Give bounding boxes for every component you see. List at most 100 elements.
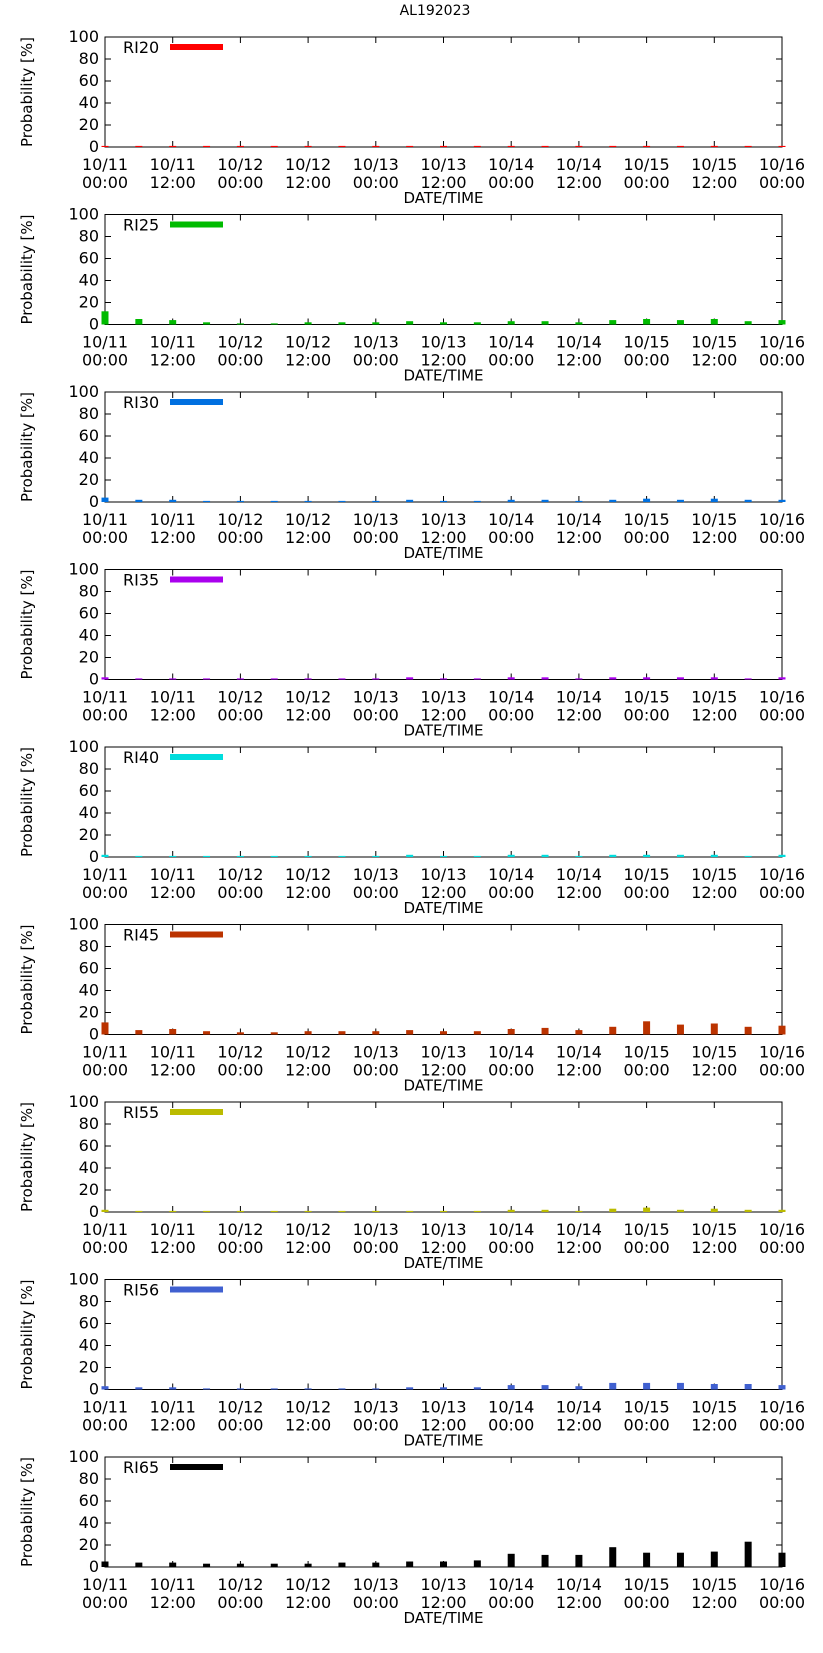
x-tick-label-time: 12:00	[150, 1238, 196, 1257]
data-bar	[778, 1025, 786, 1035]
data-bar	[338, 1210, 346, 1212]
data-bar	[609, 677, 617, 680]
x-tick-label-time: 12:00	[556, 528, 602, 547]
y-tick-label: 80	[79, 582, 99, 601]
x-tick-label-time: 12:00	[556, 706, 602, 725]
legend-swatch	[170, 221, 223, 228]
data-bar	[169, 678, 177, 680]
data-bar	[778, 499, 786, 502]
x-tick-label-date: 10/13	[420, 1220, 466, 1239]
x-tick-label-date: 10/15	[624, 333, 670, 352]
x-tick-label-time: 12:00	[556, 883, 602, 902]
data-bar	[507, 1209, 515, 1212]
x-tick-label-date: 10/15	[624, 688, 670, 707]
data-bar	[135, 855, 143, 857]
data-bar	[744, 1026, 752, 1035]
y-tick-label: 80	[79, 1292, 99, 1311]
x-axis-label: DATE/TIME	[403, 1432, 483, 1450]
x-tick-label-time: 12:00	[150, 351, 196, 370]
y-tick-label: 0	[89, 1025, 99, 1044]
x-tick-label-time: 12:00	[691, 351, 737, 370]
data-bar	[541, 1027, 549, 1035]
data-bar	[710, 319, 718, 325]
x-tick-label-time: 12:00	[556, 1593, 602, 1612]
x-tick-label-time: 00:00	[353, 173, 399, 192]
y-tick-label: 80	[79, 1114, 99, 1133]
data-bar	[473, 500, 481, 502]
data-bar	[643, 1207, 651, 1212]
x-tick-label-time: 00:00	[353, 528, 399, 547]
plot-frame	[104, 569, 783, 680]
x-tick-label-time: 00:00	[217, 883, 263, 902]
x-tick-label-date: 10/12	[217, 1043, 263, 1062]
x-tick-label-time: 12:00	[691, 1238, 737, 1257]
data-bar	[270, 855, 278, 857]
x-tick-label-date: 10/12	[217, 688, 263, 707]
y-tick-label: 0	[89, 137, 99, 156]
data-bar	[643, 677, 651, 680]
data-bar	[575, 1030, 583, 1035]
x-tick-label-date: 10/14	[488, 1575, 534, 1594]
data-bar	[744, 1209, 752, 1212]
plot-frame	[104, 746, 783, 858]
data-bar	[744, 499, 752, 502]
data-bar	[440, 1031, 447, 1035]
data-bar	[372, 1031, 380, 1035]
data-bar	[541, 1209, 549, 1212]
y-axis-label: Probability [%]	[18, 747, 36, 857]
x-tick-label-date: 10/14	[556, 1575, 602, 1594]
x-tick-label-time: 00:00	[82, 173, 128, 192]
data-bar	[270, 1388, 278, 1390]
y-tick-label: 60	[79, 249, 99, 268]
x-tick-label-time: 00:00	[488, 351, 534, 370]
x-tick-label-date: 10/14	[488, 333, 534, 352]
x-tick-label-time: 00:00	[353, 351, 399, 370]
x-tick-label-time: 12:00	[420, 1593, 466, 1612]
x-tick-label-date: 10/13	[353, 1220, 399, 1239]
x-tick-label-date: 10/15	[624, 1575, 670, 1594]
y-tick-label: 20	[79, 115, 99, 134]
x-tick-label-date: 10/15	[691, 1398, 737, 1417]
x-tick-label-time: 12:00	[420, 1416, 466, 1435]
legend-swatch	[170, 1464, 223, 1470]
y-tick-label: 60	[79, 1491, 99, 1510]
x-tick-label-time: 12:00	[556, 1238, 602, 1257]
y-tick-label: 0	[89, 1557, 99, 1576]
x-tick-label-date: 10/15	[624, 1220, 670, 1239]
data-bar	[676, 499, 684, 502]
x-tick-label-date: 10/15	[624, 1398, 670, 1417]
data-bar	[203, 1563, 211, 1567]
data-bar	[507, 321, 515, 325]
x-tick-label-date: 10/13	[420, 1043, 466, 1062]
data-bar	[135, 1030, 143, 1035]
x-axis-label: DATE/TIME	[403, 544, 483, 562]
x-tick-label-time: 00:00	[82, 1416, 128, 1435]
data-bar	[304, 500, 312, 502]
data-bar	[440, 1387, 447, 1390]
data-bar	[676, 1024, 684, 1035]
data-bar	[338, 1388, 346, 1390]
x-tick-label-date: 10/16	[759, 1398, 805, 1417]
x-tick-label-time: 00:00	[217, 1416, 263, 1435]
x-tick-label-time: 12:00	[150, 1593, 196, 1612]
x-tick-label-time: 12:00	[285, 351, 331, 370]
data-bar	[169, 855, 177, 857]
x-tick-label-time: 12:00	[150, 706, 196, 725]
x-tick-label-date: 10/16	[759, 510, 805, 529]
x-tick-label-time: 00:00	[82, 528, 128, 547]
data-bar	[778, 1552, 786, 1567]
x-tick-label-date: 10/11	[150, 155, 196, 174]
x-tick-label-time: 00:00	[488, 173, 534, 192]
data-bar	[710, 677, 718, 680]
x-tick-label-time: 00:00	[217, 1238, 263, 1257]
x-tick-label-date: 10/15	[691, 333, 737, 352]
y-axis-label: Probability [%]	[18, 214, 36, 324]
legend-label: RI30	[123, 393, 159, 412]
data-bar	[473, 855, 481, 857]
x-tick-label-time: 00:00	[217, 351, 263, 370]
data-bar	[304, 1210, 312, 1212]
x-tick-label-time: 12:00	[420, 706, 466, 725]
y-tick-label: 20	[79, 293, 99, 312]
